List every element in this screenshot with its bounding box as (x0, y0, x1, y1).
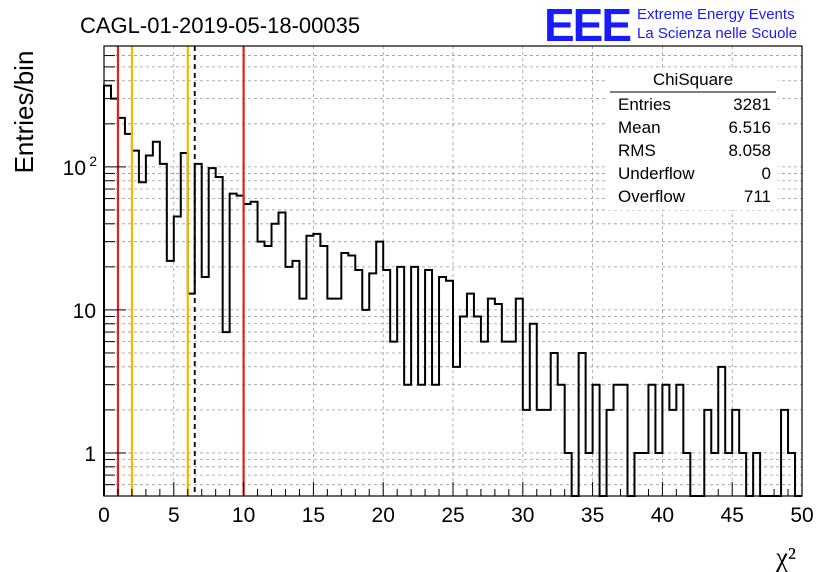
chart-title: CAGL-01-2019-05-18-00035 (80, 13, 360, 38)
histogram-bin (362, 310, 369, 496)
x-tick-label: 45 (721, 504, 744, 527)
histogram-bin (558, 385, 565, 496)
histogram-bin (593, 385, 600, 496)
histogram-series (103, 84, 802, 497)
histogram-bin (390, 342, 397, 496)
histogram-bin (453, 367, 460, 496)
x-tick-label: 0 (98, 504, 110, 527)
stats-title: ChiSquare (653, 70, 733, 89)
x-tick-label: 5 (168, 504, 180, 527)
stats-underflow-label: Underflow (618, 164, 695, 183)
histogram-bin (383, 270, 390, 496)
histogram-bin (488, 299, 495, 496)
eee-brand-line2: La Scienza nelle Scuole (637, 25, 797, 42)
histogram-bin (516, 299, 523, 496)
histogram-bin (397, 267, 404, 496)
histogram-bin (258, 242, 265, 496)
histogram-bin (230, 194, 237, 496)
histogram-bin (481, 342, 488, 496)
stats-rms-label: RMS (618, 141, 656, 160)
histogram-bin (355, 270, 362, 496)
histogram-bin (195, 164, 202, 496)
histogram-bin (474, 316, 481, 496)
histogram-bin (334, 299, 341, 496)
histogram-bin (272, 224, 279, 496)
x-tick-label: 25 (441, 504, 464, 527)
histogram-bin (167, 261, 174, 496)
stats-entries-label: Entries (618, 95, 671, 114)
histogram-bin (306, 236, 313, 496)
histogram-bin (432, 385, 439, 496)
histogram-bin (676, 385, 683, 496)
histogram-bin (265, 246, 272, 496)
histogram-bin (251, 202, 258, 496)
reference-lines (116, 46, 245, 496)
stats-mean-label: Mean (618, 118, 661, 137)
x-axis-label: χ² (775, 542, 796, 572)
histogram-bin (718, 367, 725, 496)
stats-box-background (608, 70, 778, 210)
histogram-bin (460, 316, 467, 496)
stats-mean-value: 6.516 (728, 118, 771, 137)
histogram-bin (223, 332, 230, 496)
histogram-bin (292, 261, 299, 496)
x-tick-label: 40 (651, 504, 674, 527)
histogram-bin (285, 267, 292, 496)
x-tick-label: 35 (581, 504, 604, 527)
histogram-bin (404, 385, 411, 496)
histogram-bin (139, 182, 146, 496)
histogram-bin (418, 385, 425, 496)
histogram-bin (376, 242, 383, 496)
histogram-bin (551, 353, 558, 496)
x-tick-label: 20 (372, 504, 395, 527)
histogram-bin (174, 216, 181, 496)
stats-box: ChiSquare Entries 3281 Mean 6.516 RMS 8.… (608, 70, 778, 210)
stats-entries-value: 3281 (733, 95, 771, 114)
y-tick-exponent: 2 (89, 153, 97, 169)
histogram-bin (621, 385, 628, 496)
histogram-bin (153, 142, 160, 496)
histogram-bin (327, 299, 334, 496)
histogram-bin (104, 86, 111, 496)
histogram-bin (509, 342, 516, 496)
y-tick-label: 1 (84, 443, 96, 466)
histogram-bin (502, 342, 509, 496)
histogram-bin (648, 385, 655, 496)
histogram-bin (299, 299, 306, 496)
y-axis-label: Entries/bin (9, 51, 39, 174)
x-tick-label: 50 (790, 504, 813, 527)
axis-ticks (103, 45, 803, 497)
stats-rows: Entries 3281 Mean 6.516 RMS 8.058 Underf… (618, 95, 771, 206)
y-tick-label: 10 (73, 300, 96, 323)
y-tick-label: 10 (63, 157, 86, 180)
stats-rms-value: 8.058 (728, 141, 771, 160)
histogram-bin (446, 281, 453, 496)
eee-logo-mark: EEE (544, 0, 630, 51)
histogram-bin (425, 270, 432, 496)
stats-underflow-value: 0 (762, 164, 771, 183)
histogram-bin (279, 212, 286, 496)
x-tick-label: 10 (232, 504, 255, 527)
histogram-bin (216, 177, 223, 496)
eee-brand-line1: Extreme Energy Events (637, 6, 795, 23)
eee-logo: EEE Extreme Energy Events La Scienza nel… (544, 0, 797, 51)
stats-overflow-value: 711 (744, 187, 771, 206)
stats-overflow-label: Overflow (618, 187, 686, 206)
histogram-bin (320, 246, 327, 496)
x-tick-label: 15 (302, 504, 325, 527)
histogram-outline (103, 84, 802, 497)
histogram-bin (160, 164, 167, 496)
histogram-bin (146, 156, 153, 496)
histogram-bin (662, 385, 669, 496)
histogram-bin (579, 353, 586, 496)
x-tick-labels: 0 5 10 15 20 25 30 35 40 45 50 (98, 504, 814, 527)
histogram-bin (411, 267, 418, 496)
x-tick-label: 30 (511, 504, 534, 527)
histogram-bin (313, 234, 320, 496)
histogram-bin (348, 256, 355, 496)
histogram-bin (614, 385, 621, 496)
